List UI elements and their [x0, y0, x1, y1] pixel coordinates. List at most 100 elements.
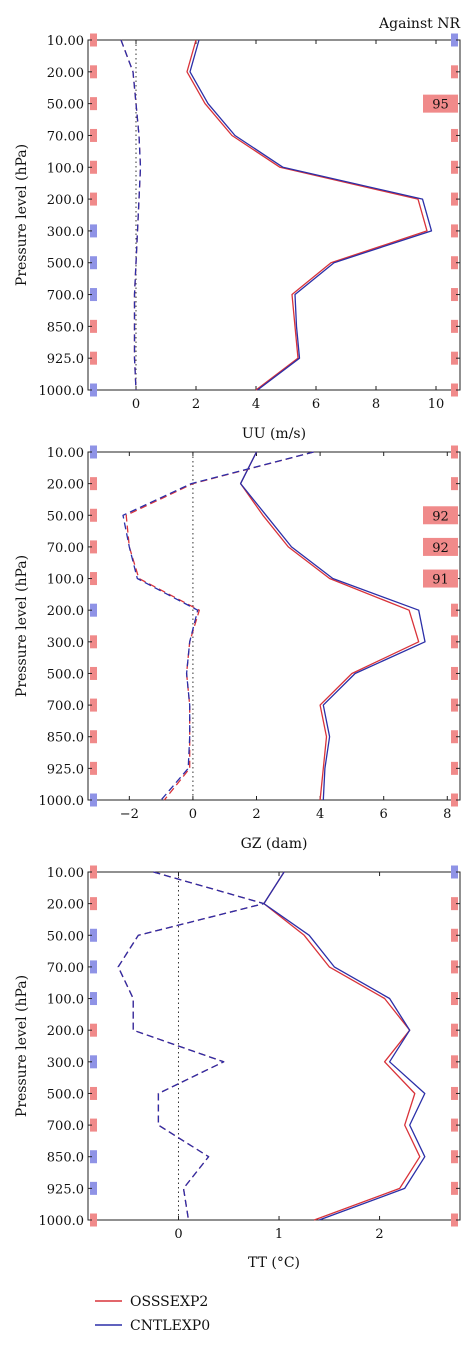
left-marker	[90, 603, 97, 617]
x-axis-label: TT (°C)	[248, 1255, 300, 1271]
right-marker	[451, 761, 458, 775]
y-tick-label: 100.0	[47, 573, 84, 588]
left-marker	[90, 793, 97, 807]
chart-panel-2: 10.00 20.00 50.00 70.00 100.0 200.0 300.0 500.0…	[14, 445, 461, 852]
left-marker	[90, 288, 97, 302]
y-tick-label: 50.00	[47, 98, 84, 113]
x-tick-label: 8	[372, 397, 380, 412]
panel-annotation: Against NR	[378, 16, 460, 32]
series-line-osssexp2-solid	[186, 39, 428, 391]
series-line-osssexp2-dashed	[125, 451, 314, 801]
y-tick-label: 50.00	[47, 929, 84, 944]
right-marker	[451, 666, 458, 680]
right-marker	[451, 65, 458, 79]
right-marker	[451, 897, 458, 911]
left-marker	[90, 160, 97, 174]
plot-frame	[87, 871, 461, 1221]
x-tick-label: 0	[189, 807, 197, 822]
right-marker	[451, 445, 458, 459]
series-line-osssexp2-dashed	[117, 871, 265, 1221]
y-tick-label: 700.0	[47, 289, 84, 304]
y-tick-label: 925.0	[47, 1182, 84, 1197]
left-marker	[90, 960, 97, 974]
x-tick-label: 2	[192, 397, 200, 412]
right-marker	[451, 319, 458, 333]
y-tick-label: 70.00	[47, 541, 84, 556]
right-marker	[451, 793, 458, 807]
right-marker	[451, 1055, 458, 1069]
right-marker	[451, 960, 458, 974]
y-tick-label: 200.0	[47, 193, 84, 208]
y-tick-label: 500.0	[47, 257, 84, 272]
y-axis-label: Pressure level (hPa)	[14, 555, 30, 697]
y-tick-label: 100.0	[47, 993, 84, 1008]
y-tick-label: 1000.0	[39, 794, 85, 809]
x-tick-label: 0	[174, 1227, 182, 1242]
series-line-cntlexp0-dashed	[117, 871, 265, 1221]
left-marker	[90, 1055, 97, 1069]
right-marker	[451, 928, 458, 942]
left-marker	[90, 1181, 97, 1195]
left-marker	[90, 1023, 97, 1037]
left-marker	[90, 635, 97, 649]
y-tick-label: 1000.0	[39, 1214, 85, 1229]
x-tick-label: 6	[312, 397, 320, 412]
series-line-cntlexp0-solid	[239, 451, 426, 801]
right-marker	[451, 128, 458, 142]
right-marker	[451, 351, 458, 365]
right-marker	[451, 256, 458, 270]
left-marker	[90, 897, 97, 911]
right-marker	[451, 224, 458, 238]
left-marker	[90, 761, 97, 775]
left-marker	[90, 508, 97, 522]
y-tick-label: 700.0	[47, 699, 84, 714]
left-marker	[90, 445, 97, 459]
plot-frame	[87, 39, 461, 391]
y-tick-label: 200.0	[47, 1024, 84, 1039]
left-marker	[90, 383, 97, 397]
left-marker	[90, 351, 97, 365]
left-marker	[90, 33, 97, 47]
y-tick-label: 850.0	[47, 731, 84, 746]
y-tick-label: 200.0	[47, 604, 84, 619]
y-tick-label: 925.0	[47, 762, 84, 777]
left-marker	[90, 540, 97, 554]
significance-label-bg	[423, 537, 458, 556]
left-marker	[90, 128, 97, 142]
y-tick-label: 10.00	[47, 866, 84, 881]
chart-panel-3: 10.00 20.00 50.00 70.00 100.0 200.0 300.0 500.0…	[14, 865, 461, 1271]
y-axis-label: Pressure level (hPa)	[14, 975, 30, 1117]
right-marker	[451, 1118, 458, 1132]
y-tick-label: 70.00	[47, 129, 84, 144]
left-marker	[90, 65, 97, 79]
legend-label: OSSSEXP2	[130, 1294, 208, 1310]
series-line-cntlexp0-solid	[189, 39, 433, 391]
right-marker	[451, 477, 458, 491]
right-marker	[451, 992, 458, 1006]
right-marker	[451, 1181, 458, 1195]
x-tick-label: 4	[316, 807, 324, 822]
x-tick-label: 2	[375, 1227, 383, 1242]
left-marker	[90, 192, 97, 206]
y-tick-label: 300.0	[47, 1056, 84, 1071]
x-tick-label: −2	[120, 807, 139, 822]
series-line-cntlexp0-dashed	[120, 39, 142, 391]
left-marker	[90, 730, 97, 744]
significance-label: 91	[432, 573, 449, 588]
right-marker	[451, 1213, 458, 1227]
left-marker	[90, 1150, 97, 1164]
x-axis-label: GZ (dam)	[241, 836, 308, 852]
left-marker	[90, 992, 97, 1006]
right-marker	[451, 383, 458, 397]
left-marker	[90, 319, 97, 333]
significance-label: 92	[432, 509, 449, 524]
x-tick-label: 4	[252, 397, 260, 412]
significance-label-bg	[423, 94, 458, 113]
x-tick-label: 2	[252, 807, 260, 822]
plot-frame	[87, 451, 461, 801]
y-tick-label: 20.00	[47, 66, 84, 81]
legend: OSSSEXP2 CNTLEXP0	[95, 1294, 210, 1334]
left-marker	[90, 1118, 97, 1132]
y-tick-label: 850.0	[47, 320, 84, 335]
right-marker	[451, 288, 458, 302]
